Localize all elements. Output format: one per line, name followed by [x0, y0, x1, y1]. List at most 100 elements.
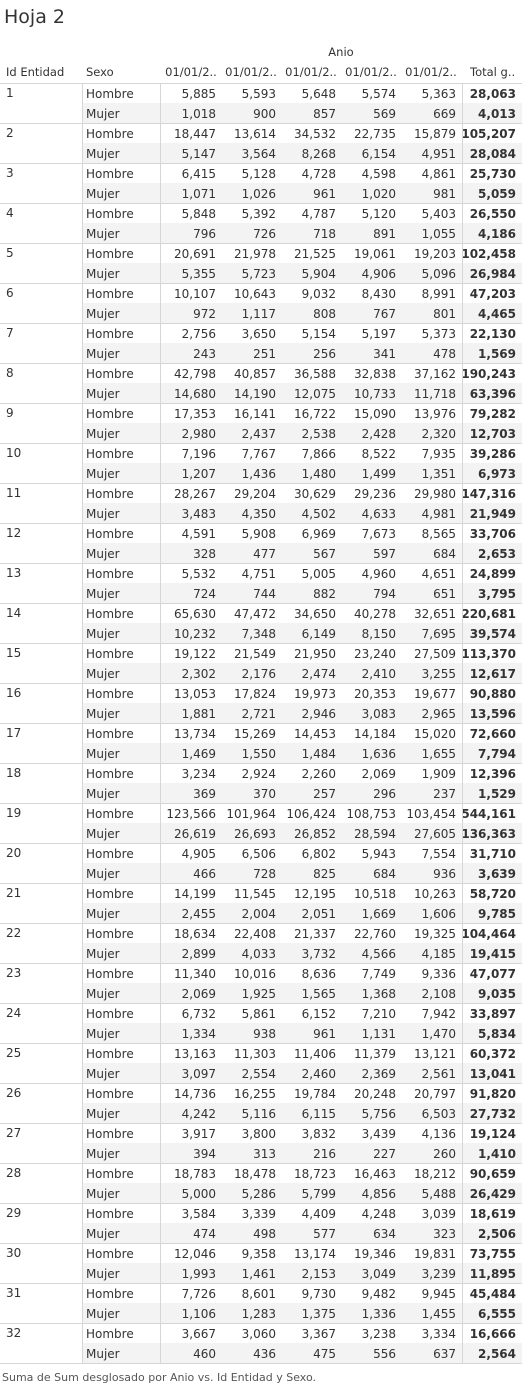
- value-cell[interactable]: 28,594: [354, 827, 396, 841]
- value-cell[interactable]: 3,334: [421, 1327, 456, 1341]
- value-cell[interactable]: 10,232: [174, 627, 216, 641]
- table-row[interactable]: Mujer 243 251 256 341 478 1,569: [0, 343, 522, 363]
- value-cell[interactable]: 5,532: [181, 567, 216, 581]
- value-cell[interactable]: 5,908: [241, 527, 276, 541]
- grand-total-cell[interactable]: 147,316: [461, 487, 516, 501]
- value-cell[interactable]: 2,756: [181, 327, 216, 341]
- value-cell[interactable]: 5,116: [241, 1107, 276, 1121]
- table-row[interactable]: Mujer 460 436 475 556 637 2,564: [0, 1343, 522, 1363]
- table-row[interactable]: 7 Hombre 2,756 3,650 5,154 5,197 5,373 22,130: [0, 323, 522, 343]
- table-row[interactable]: 29 Hombre 3,584 3,339 4,409 4,248 3,039 18,619: [0, 1203, 522, 1223]
- value-cell[interactable]: 4,787: [301, 207, 336, 221]
- value-cell[interactable]: 5,904: [301, 267, 336, 281]
- grand-total-cell[interactable]: 6,555: [478, 1307, 516, 1321]
- value-cell[interactable]: 634: [373, 1227, 396, 1241]
- value-cell[interactable]: 216: [313, 1147, 336, 1161]
- value-cell[interactable]: 37,162: [414, 367, 456, 381]
- table-row[interactable]: 30 Hombre 12,046 9,358 13,174 19,346 19,831 73,…: [0, 1243, 522, 1263]
- value-cell[interactable]: 4,350: [241, 507, 276, 521]
- value-cell[interactable]: 7,767: [241, 447, 276, 461]
- sexo-label[interactable]: Hombre: [86, 247, 134, 261]
- value-cell[interactable]: 7,673: [361, 527, 396, 541]
- value-cell[interactable]: 6,506: [241, 847, 276, 861]
- grand-total-cell[interactable]: 4,186: [478, 227, 516, 241]
- value-cell[interactable]: 2,369: [361, 1067, 396, 1081]
- grand-total-cell[interactable]: 113,370: [461, 647, 516, 661]
- sexo-label[interactable]: Hombre: [86, 1287, 134, 1301]
- value-cell[interactable]: 3,049: [361, 1267, 396, 1281]
- value-cell[interactable]: 30,629: [294, 487, 336, 501]
- value-cell[interactable]: 5,848: [181, 207, 216, 221]
- column-header-grand-total[interactable]: Total g..: [470, 65, 516, 79]
- sexo-label[interactable]: Hombre: [86, 967, 134, 981]
- value-cell[interactable]: 5,885: [181, 87, 216, 101]
- table-row[interactable]: 25 Hombre 13,163 11,303 11,406 11,379 13,121 60…: [0, 1043, 522, 1063]
- sexo-label[interactable]: Mujer: [86, 907, 120, 921]
- value-cell[interactable]: 1,436: [241, 467, 276, 481]
- value-cell[interactable]: 5,355: [181, 267, 216, 281]
- table-row[interactable]: 19 Hombre 123,566 101,964 106,424 108,753 103,…: [0, 803, 522, 823]
- value-cell[interactable]: 2,004: [241, 907, 276, 921]
- value-cell[interactable]: 13,614: [234, 127, 276, 141]
- sexo-label[interactable]: Hombre: [86, 607, 134, 621]
- grand-total-cell[interactable]: 136,363: [461, 827, 516, 841]
- value-cell[interactable]: 5,363: [421, 87, 456, 101]
- value-cell[interactable]: 370: [253, 787, 276, 801]
- sexo-label[interactable]: Mujer: [86, 1267, 120, 1281]
- value-cell[interactable]: 243: [193, 347, 216, 361]
- value-cell[interactable]: 669: [433, 107, 456, 121]
- value-cell[interactable]: 961: [313, 1027, 336, 1041]
- entity-id-label[interactable]: 23: [6, 966, 22, 980]
- table-row[interactable]: 31 Hombre 7,726 8,601 9,730 9,482 9,945 45,484: [0, 1283, 522, 1303]
- value-cell[interactable]: 4,185: [421, 947, 456, 961]
- value-cell[interactable]: 296: [373, 787, 396, 801]
- value-cell[interactable]: 8,430: [361, 287, 396, 301]
- value-cell[interactable]: 8,268: [301, 147, 336, 161]
- entity-id-label[interactable]: 20: [6, 846, 22, 860]
- table-row[interactable]: 8 Hombre 42,798 40,857 36,588 32,838 37,162 190…: [0, 363, 522, 383]
- sexo-label[interactable]: Mujer: [86, 147, 120, 161]
- value-cell[interactable]: 22,760: [354, 927, 396, 941]
- value-cell[interactable]: 16,255: [234, 1087, 276, 1101]
- value-cell[interactable]: 5,005: [301, 567, 336, 581]
- sexo-label[interactable]: Hombre: [86, 1007, 134, 1021]
- grand-total-cell[interactable]: 13,041: [469, 1067, 516, 1081]
- row-header-id-entidad[interactable]: Id Entidad: [6, 65, 65, 79]
- grand-total-cell[interactable]: 1,410: [478, 1147, 516, 1161]
- sexo-label[interactable]: Hombre: [86, 87, 134, 101]
- value-cell[interactable]: 2,946: [301, 707, 336, 721]
- table-row[interactable]: 2 Hombre 18,447 13,614 34,532 22,735 15,879 105…: [0, 123, 522, 143]
- value-cell[interactable]: 1,026: [241, 187, 276, 201]
- value-cell[interactable]: 1,925: [241, 987, 276, 1001]
- value-cell[interactable]: 597: [373, 547, 396, 561]
- value-cell[interactable]: 17,824: [234, 687, 276, 701]
- value-cell[interactable]: 2,069: [361, 767, 396, 781]
- grand-total-cell[interactable]: 26,429: [469, 1187, 516, 1201]
- value-cell[interactable]: 14,184: [354, 727, 396, 741]
- table-row[interactable]: Mujer 1,334 938 961 1,131 1,470 5,834: [0, 1023, 522, 1043]
- grand-total-cell[interactable]: 19,124: [469, 1127, 516, 1141]
- grand-total-cell[interactable]: 28,084: [469, 147, 516, 161]
- value-cell[interactable]: 1,455: [421, 1307, 456, 1321]
- value-cell[interactable]: 19,677: [414, 687, 456, 701]
- value-cell[interactable]: 2,460: [301, 1067, 336, 1081]
- sexo-label[interactable]: Hombre: [86, 887, 134, 901]
- entity-id-label[interactable]: 10: [6, 446, 22, 460]
- value-cell[interactable]: 5,648: [301, 87, 336, 101]
- table-row[interactable]: 3 Hombre 6,415 5,128 4,728 4,598 4,861 25,730: [0, 163, 522, 183]
- value-cell[interactable]: 5,943: [361, 847, 396, 861]
- value-cell[interactable]: 718: [313, 227, 336, 241]
- value-cell[interactable]: 4,856: [361, 1187, 396, 1201]
- value-cell[interactable]: 260: [433, 1147, 456, 1161]
- entity-id-label[interactable]: 28: [6, 1166, 22, 1180]
- value-cell[interactable]: 2,965: [421, 707, 456, 721]
- entity-id-label[interactable]: 8: [6, 366, 14, 380]
- value-cell[interactable]: 19,784: [294, 1087, 336, 1101]
- value-cell[interactable]: 728: [253, 867, 276, 881]
- grand-total-cell[interactable]: 58,720: [469, 887, 516, 901]
- value-cell[interactable]: 32,838: [354, 367, 396, 381]
- value-cell[interactable]: 3,234: [181, 767, 216, 781]
- sexo-label[interactable]: Mujer: [86, 867, 120, 881]
- value-cell[interactable]: 5,723: [241, 267, 276, 281]
- value-cell[interactable]: 1,655: [421, 747, 456, 761]
